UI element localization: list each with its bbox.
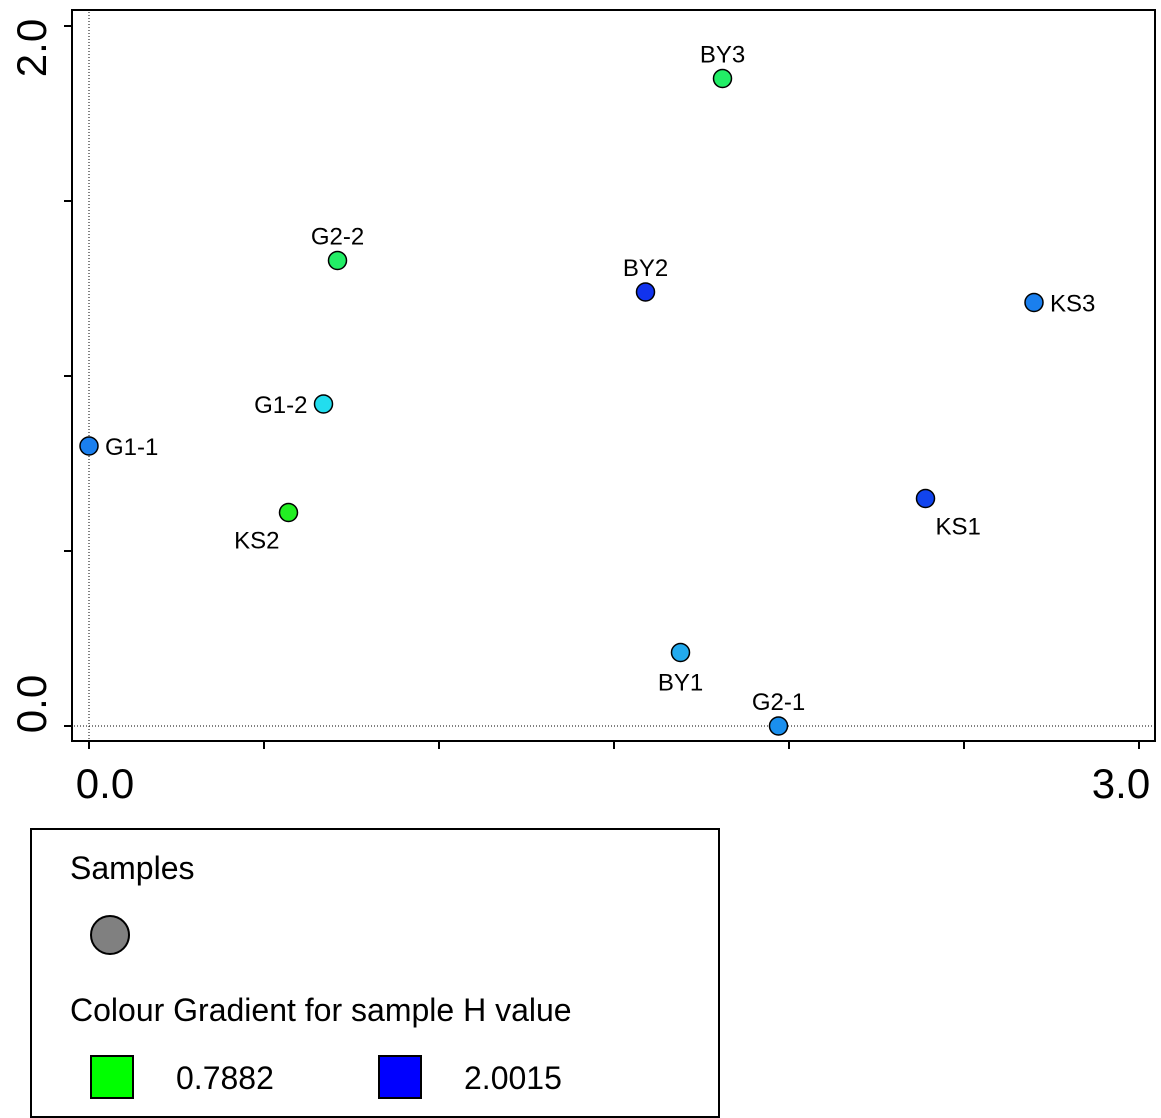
data-points: BY3 G2-2 BY2 KS3 G1-2 G1-1 KS2 KS1 BY1 G2-1 xyxy=(79,42,1095,736)
point-by1 xyxy=(670,642,691,663)
point-g1-2 xyxy=(313,394,334,414)
axis-ticks xyxy=(64,25,1140,749)
point-g1-1 xyxy=(79,436,99,456)
point-label-by2: BY2 xyxy=(623,255,668,282)
point-label-g1-2: G1-2 xyxy=(254,392,307,419)
x-tick-label-min: 0.0 xyxy=(76,760,134,807)
point-g2-2 xyxy=(327,250,348,271)
point-label-ks2: KS2 xyxy=(234,528,279,555)
point-label-ks3: KS3 xyxy=(1050,291,1095,318)
point-label-g1-1: G1-1 xyxy=(105,434,158,461)
legend-low-label: 0.7882 xyxy=(176,1060,274,1096)
legend-gradient-title: Colour Gradient for sample H value xyxy=(70,992,572,1028)
point-label-g2-1: G2-1 xyxy=(752,689,805,716)
point-g2-1 xyxy=(768,716,789,736)
y-tick-label-min: 0.0 xyxy=(8,675,55,733)
legend-high-label: 2.0015 xyxy=(464,1060,562,1096)
point-label-by3: BY3 xyxy=(700,42,745,69)
point-label-by1: BY1 xyxy=(658,670,703,697)
point-by3 xyxy=(712,68,733,89)
legend-title: Samples xyxy=(70,850,195,886)
point-label-ks1: KS1 xyxy=(936,514,981,541)
point-ks3 xyxy=(1024,292,1044,313)
scatter-plot: 0.0 3.0 0.0 2.0 BY3 G2-2 BY2 KS3 G1-2 G1-1 KS2… xyxy=(8,9,1156,807)
point-ks1 xyxy=(915,488,936,509)
legend: Samples Colour Gradient for sample H val… xyxy=(30,828,720,1118)
legend-low-swatch xyxy=(90,1055,134,1099)
legend-sample-marker xyxy=(90,915,130,955)
point-ks2 xyxy=(278,502,299,523)
legend-high-swatch xyxy=(378,1055,422,1099)
point-label-g2-2: G2-2 xyxy=(311,224,364,251)
plot-frame xyxy=(71,9,1156,742)
point-by2 xyxy=(635,282,656,302)
y-tick-label-max: 2.0 xyxy=(8,19,55,77)
x-tick-label-max: 3.0 xyxy=(1092,760,1150,807)
